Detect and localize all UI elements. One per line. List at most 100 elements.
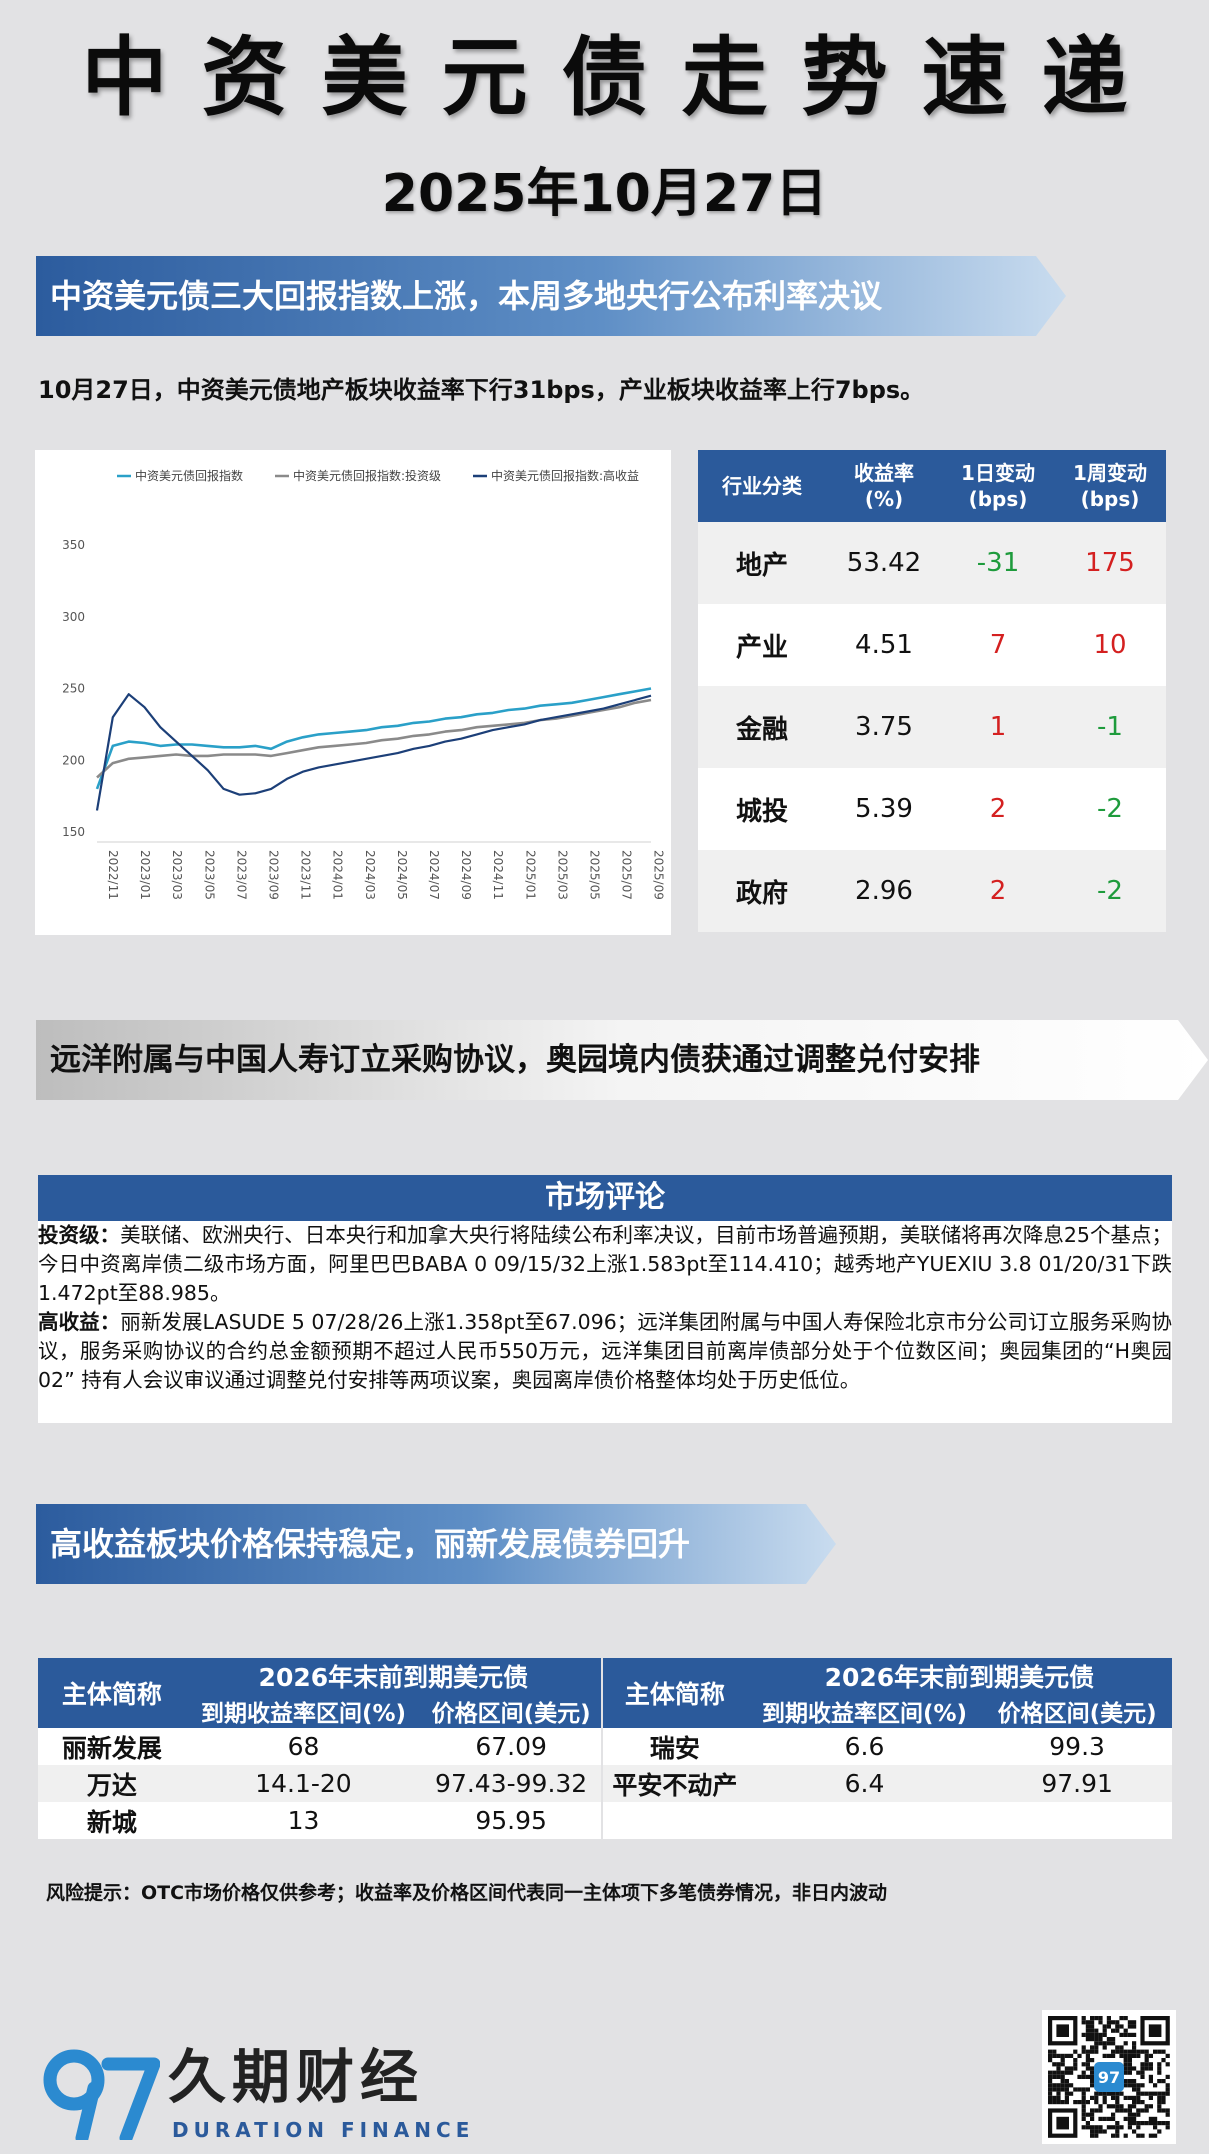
qr-module (1077, 2100, 1082, 2105)
qr-module (1157, 2079, 1162, 2084)
qr-module (1090, 2129, 1095, 2134)
qr-module (1081, 2074, 1086, 2079)
qr-module (1073, 2062, 1078, 2067)
left-yield-header: 到期收益率区间(%) (185, 1694, 422, 1728)
qr-module (1111, 2095, 1116, 2100)
series-line-1 (95, 687, 652, 790)
yield-cell: 3.75 (826, 686, 942, 768)
change-1w-cell: 175 (1054, 522, 1166, 604)
qr-module (1132, 2066, 1137, 2071)
logo-97-icon (43, 2049, 161, 2145)
qr-module (1157, 2121, 1162, 2126)
qr-module (1161, 2091, 1166, 2096)
ig-label: 投资级： (38, 1223, 121, 1247)
left-name-header: 主体简称 (38, 1658, 186, 1728)
qr-module (1157, 2062, 1162, 2067)
qr-module (1115, 2028, 1120, 2033)
qr-module (1094, 2129, 1099, 2134)
qr-module (1144, 2121, 1149, 2126)
qr-module (1094, 2037, 1099, 2042)
qr-code[interactable]: 97 (1042, 2010, 1176, 2144)
yield-range-cell: 14.1-20 (185, 1765, 422, 1802)
qr-module (1148, 2116, 1153, 2121)
qr-module (1123, 2041, 1128, 2046)
legend-label-3: 中资美元债回报指数:高收益 (491, 468, 639, 483)
qr-module (1123, 2083, 1128, 2088)
yield-row: 产业 4.51 7 10 (698, 604, 1166, 686)
qr-module (1119, 2125, 1124, 2130)
qr-finder (1148, 2024, 1162, 2037)
qr-module (1085, 2024, 1090, 2029)
change-1w-cell: 10 (1054, 604, 1166, 686)
qr-module (1106, 2020, 1111, 2025)
section1-banner-text: 中资美元债三大回报指数上涨，本周多地央行公布利率决议 (50, 277, 883, 315)
qr-module (1102, 2024, 1107, 2029)
qr-module (1064, 2095, 1069, 2100)
qr-module (1127, 2058, 1132, 2063)
issuer-cell: 万达 (38, 1765, 186, 1802)
qr-module (1090, 2125, 1095, 2130)
qr-module (1136, 2121, 1141, 2126)
qr-module (1132, 2087, 1137, 2092)
qr-module (1090, 2095, 1095, 2100)
qr-module (1127, 2062, 1132, 2067)
qr-module (1052, 2062, 1057, 2067)
qr-module (1157, 2108, 1162, 2113)
qr-module (1085, 2100, 1090, 2105)
qr-module (1081, 2016, 1086, 2021)
x-tick-label: 2023/09 (266, 850, 280, 900)
qr-module (1090, 2016, 1095, 2021)
qr-module (1060, 2087, 1065, 2092)
qr-module (1052, 2087, 1057, 2092)
y-tick-label: 150 (62, 825, 85, 839)
qr-module (1119, 2016, 1124, 2021)
sector-yield-table: 行业分类 收益率 (%) 1日变动 (bps) 1周变动 (bps) 地产 53.42-… (698, 450, 1166, 932)
qr-module (1123, 2032, 1128, 2037)
qr-module (1102, 2045, 1107, 2050)
qr-module (1127, 2049, 1132, 2054)
qr-module (1077, 2074, 1082, 2079)
qr-module (1136, 2087, 1141, 2092)
qr-module (1111, 2133, 1116, 2138)
x-tick-label: 2025/09 (652, 850, 666, 900)
qr-module (1123, 2079, 1128, 2084)
qr-module (1161, 2095, 1166, 2100)
qr-module (1123, 2133, 1128, 2138)
report-date: 2025年10月27日 (381, 164, 828, 224)
x-tick-label: 2024/01 (331, 850, 345, 900)
qr-module (1085, 2066, 1090, 2071)
yield-row: 城投 5.39 2 -2 (698, 768, 1166, 850)
left-group-header: 2026年末前到期美元债 (185, 1658, 603, 1694)
qr-module (1123, 2095, 1128, 2100)
qr-module (1148, 2104, 1153, 2109)
qr-module (1115, 2091, 1120, 2096)
qr-module (1111, 2037, 1116, 2042)
yield-range-cell (746, 1802, 983, 1839)
qr-module (1098, 2016, 1103, 2021)
qr-module (1106, 2016, 1111, 2021)
qr-finder (1056, 2024, 1069, 2037)
qr-module (1132, 2079, 1137, 2084)
qr-module (1098, 2032, 1103, 2037)
price-range-cell: 97.91 (982, 1765, 1172, 1802)
qr-module (1085, 2049, 1090, 2054)
qr-module (1165, 2053, 1170, 2058)
qr-module (1127, 2020, 1132, 2025)
yield-cell: 2.96 (826, 850, 942, 932)
qr-module (1056, 2070, 1061, 2075)
qr-module (1140, 2100, 1145, 2105)
qr-module (1136, 2083, 1141, 2088)
sector-cell: 地产 (698, 522, 826, 604)
qr-module (1069, 2053, 1074, 2058)
section1-banner: 中资美元债三大回报指数上涨，本周多地央行公布利率决议 (36, 256, 1066, 336)
qr-module (1111, 2116, 1116, 2121)
qr-module (1098, 2041, 1103, 2046)
qr-module (1123, 2108, 1128, 2113)
y-tick-label: 350 (62, 538, 85, 552)
qr-module (1161, 2100, 1166, 2105)
bond-row: 丽新发展 68 67.09 瑞安 6.6 99.3 (38, 1728, 1172, 1765)
section3-banner: 高收益板块价格保持稳定，丽新发展债券回升 (36, 1504, 836, 1584)
qr-module (1090, 2045, 1095, 2050)
qr-module (1161, 2058, 1166, 2063)
legend-label-1: 中资美元债回报指数 (135, 468, 243, 483)
